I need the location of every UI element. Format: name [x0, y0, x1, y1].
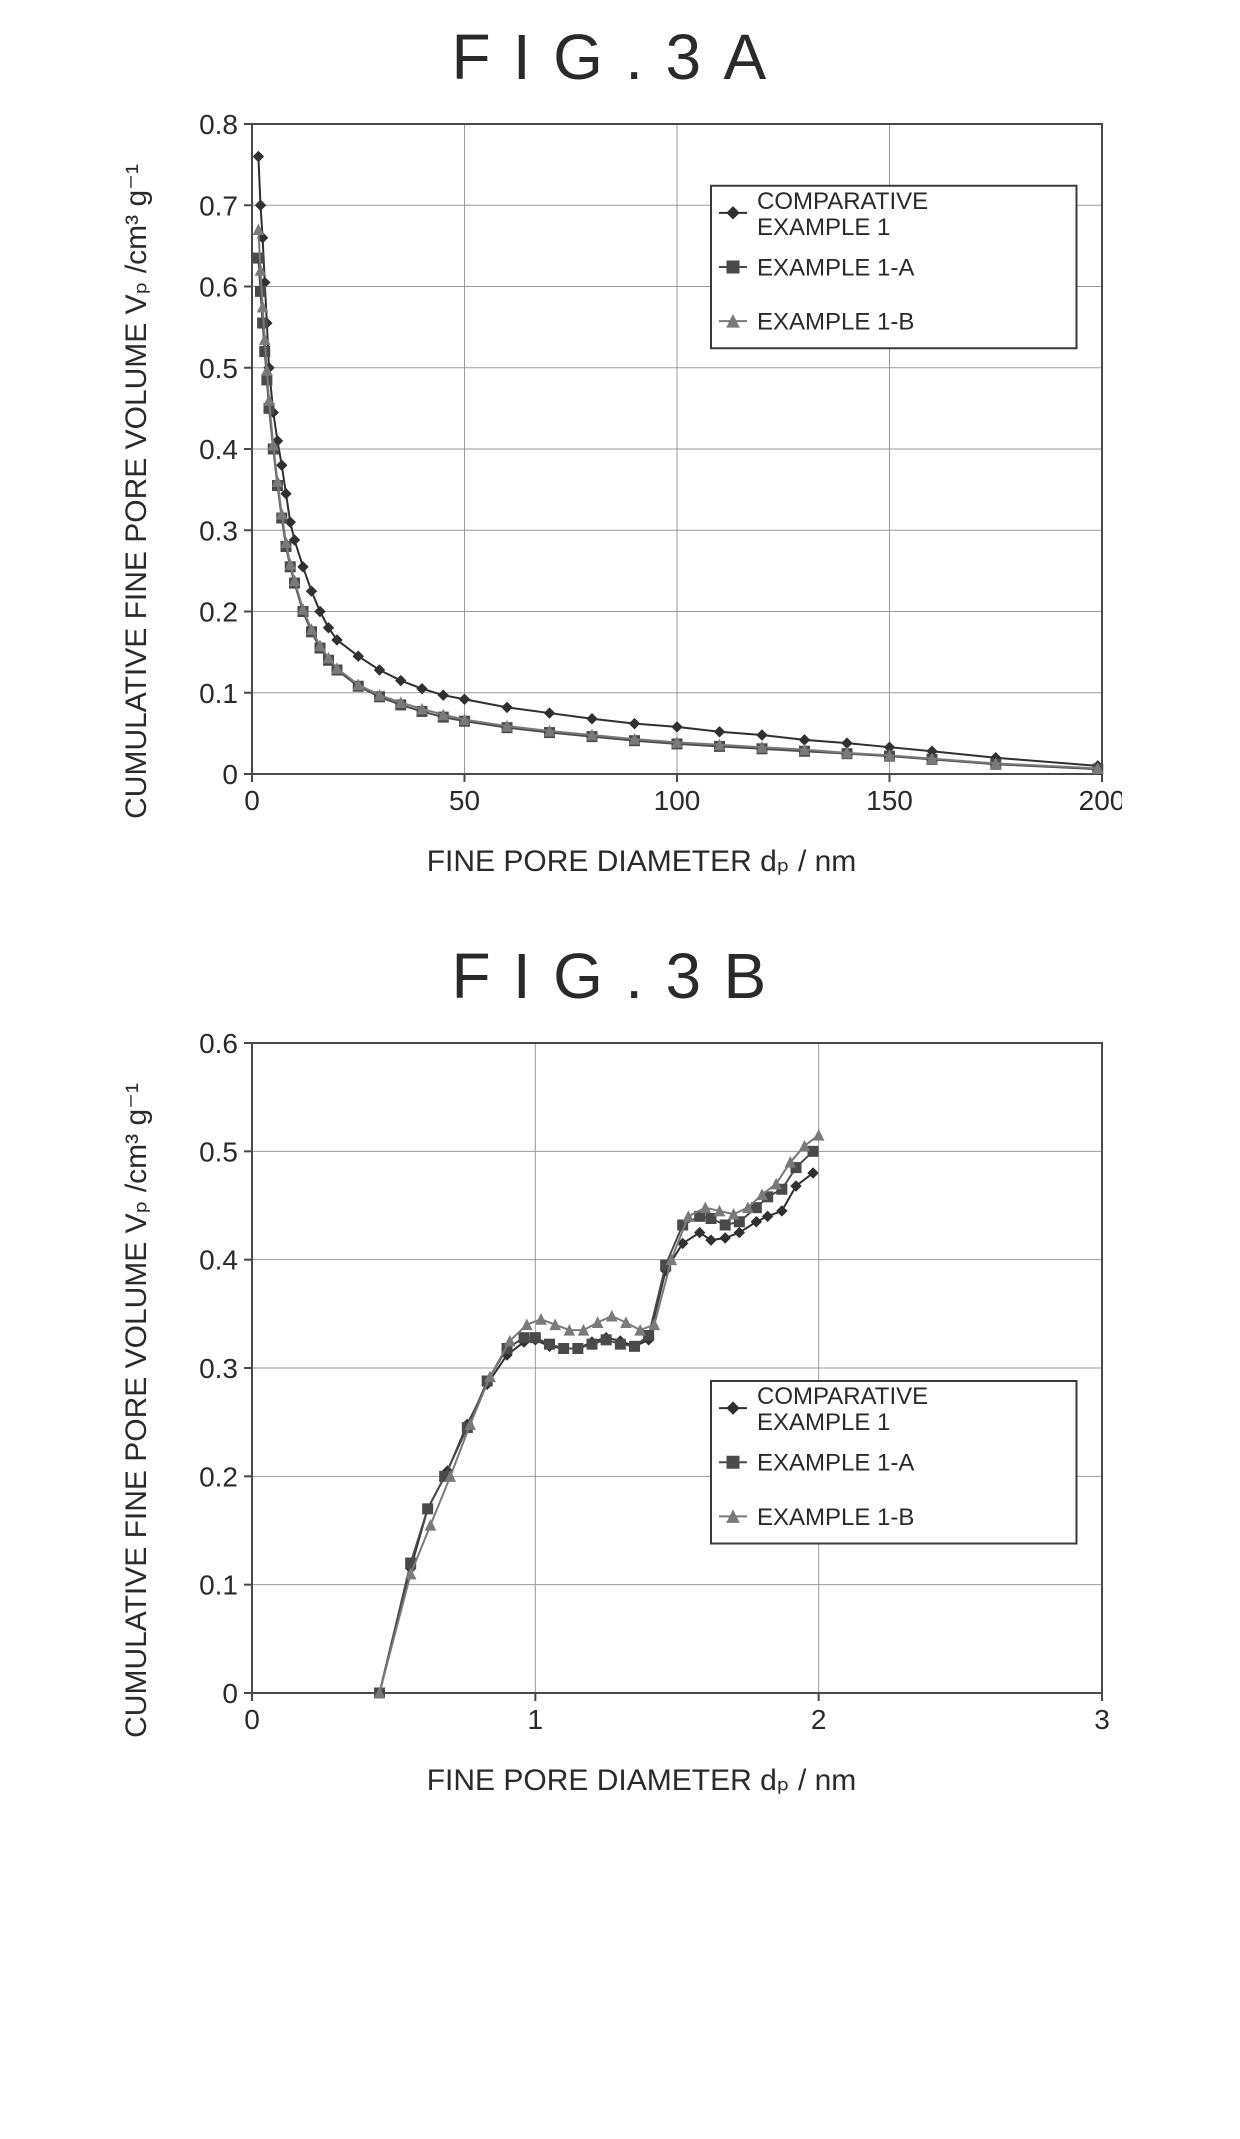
figure-3a-block: FIG.3A CUMULATIVE FINE PORE VOLUME Vₚ /c… — [0, 20, 1240, 879]
svg-text:100: 100 — [653, 785, 700, 816]
svg-text:0.5: 0.5 — [199, 353, 238, 384]
figure-3a-ylabel: CUMULATIVE FINE PORE VOLUME Vₚ /cm³ g⁻¹ — [119, 164, 154, 819]
figure-3b-title: FIG.3B — [0, 939, 1240, 1013]
svg-text:EXAMPLE 1-B: EXAMPLE 1-B — [757, 309, 914, 336]
figure-3b-svg: 00.10.20.30.40.50.60123COMPARATIVEEXAMPL… — [162, 1023, 1122, 1753]
svg-text:0.3: 0.3 — [199, 515, 238, 546]
figure-3a-svg: 0 0.1 0.2 0.3 0.4 0.5 0.6 0.7 0.8 0 50 100 150 200 COM… — [162, 104, 1122, 834]
figure-3a-title: FIG.3A — [0, 20, 1240, 94]
svg-text:EXAMPLE 1-A: EXAMPLE 1-A — [757, 254, 914, 281]
figure-3b-block: FIG.3B CUMULATIVE FINE PORE VOLUME Vₚ /c… — [0, 939, 1240, 1798]
svg-text:0.5: 0.5 — [199, 1136, 238, 1167]
figure-3b-plot-column: 00.10.20.30.40.50.60123COMPARATIVEEXAMPL… — [162, 1023, 1122, 1798]
svg-text:200: 200 — [1078, 785, 1121, 816]
svg-text:1: 1 — [527, 1704, 543, 1735]
svg-text:0.6: 0.6 — [199, 272, 238, 303]
figure-3a-plot-column: 0 0.1 0.2 0.3 0.4 0.5 0.6 0.7 0.8 0 50 100 150 200 COM… — [162, 104, 1122, 879]
svg-text:2: 2 — [810, 1704, 826, 1735]
svg-text:COMPARATIVE: COMPARATIVE — [757, 188, 928, 215]
svg-text:EXAMPLE 1-B: EXAMPLE 1-B — [757, 1504, 914, 1531]
figure-3b-xlabel: FINE PORE DIAMETER dₚ / nm — [162, 1763, 1122, 1798]
svg-text:0: 0 — [244, 785, 260, 816]
svg-text:0.8: 0.8 — [199, 109, 238, 140]
page: FIG.3A CUMULATIVE FINE PORE VOLUME Vₚ /c… — [0, 0, 1240, 1898]
svg-text:3: 3 — [1094, 1704, 1110, 1735]
svg-text:0.1: 0.1 — [199, 1570, 238, 1601]
svg-text:COMPARATIVE: COMPARATIVE — [757, 1383, 928, 1410]
svg-text:0: 0 — [222, 1678, 238, 1709]
svg-text:0.4: 0.4 — [199, 434, 238, 465]
svg-text:0.6: 0.6 — [199, 1028, 238, 1059]
svg-text:0.1: 0.1 — [199, 678, 238, 709]
svg-text:EXAMPLE 1: EXAMPLE 1 — [757, 1409, 890, 1436]
svg-text:150: 150 — [866, 785, 913, 816]
svg-text:0.3: 0.3 — [199, 1353, 238, 1384]
svg-text:0.7: 0.7 — [199, 190, 238, 221]
svg-text:0: 0 — [222, 759, 238, 790]
svg-text:EXAMPLE 1: EXAMPLE 1 — [757, 214, 890, 241]
figure-3a-xlabel: FINE PORE DIAMETER dₚ / nm — [162, 844, 1122, 879]
figure-3b-ylabel: CUMULATIVE FINE PORE VOLUME Vₚ /cm³ g⁻¹ — [119, 1083, 154, 1738]
svg-text:0.2: 0.2 — [199, 1461, 238, 1492]
figure-3a-chart-wrap: CUMULATIVE FINE PORE VOLUME Vₚ /cm³ g⁻¹ … — [0, 104, 1240, 879]
svg-text:EXAMPLE 1-A: EXAMPLE 1-A — [757, 1450, 914, 1477]
svg-text:0.4: 0.4 — [199, 1245, 238, 1276]
svg-text:50: 50 — [448, 785, 479, 816]
svg-text:0: 0 — [244, 1704, 260, 1735]
figure-3b-chart-wrap: CUMULATIVE FINE PORE VOLUME Vₚ /cm³ g⁻¹ … — [0, 1023, 1240, 1798]
svg-text:0.2: 0.2 — [199, 597, 238, 628]
